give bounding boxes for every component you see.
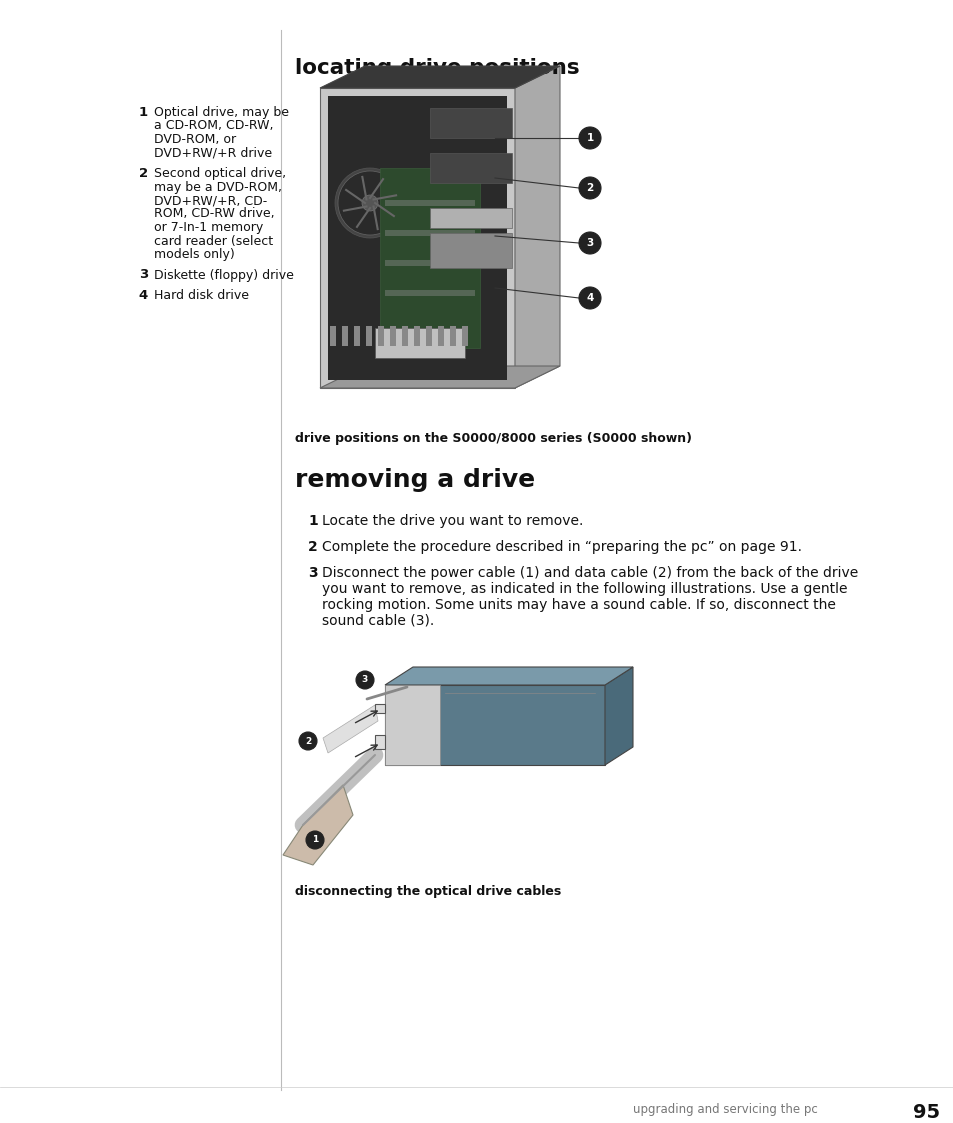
FancyBboxPatch shape [375, 734, 385, 749]
FancyBboxPatch shape [390, 326, 395, 346]
FancyBboxPatch shape [385, 200, 475, 206]
Text: may be a DVD-ROM,: may be a DVD-ROM, [153, 181, 282, 193]
FancyBboxPatch shape [375, 704, 385, 713]
Text: 3: 3 [308, 566, 317, 579]
Text: 1: 1 [586, 133, 593, 143]
Polygon shape [319, 88, 515, 389]
FancyBboxPatch shape [341, 326, 348, 346]
FancyBboxPatch shape [430, 108, 512, 138]
FancyBboxPatch shape [385, 290, 475, 296]
FancyBboxPatch shape [437, 326, 443, 346]
Text: 2: 2 [586, 183, 593, 193]
Text: Disconnect the power cable (1) and data cable (2) from the back of the drive: Disconnect the power cable (1) and data … [322, 566, 858, 579]
Text: upgrading and servicing the pc: upgrading and servicing the pc [633, 1103, 817, 1116]
Circle shape [361, 195, 377, 211]
Text: drive positions on the S0000/8000 series (S0000 shown): drive positions on the S0000/8000 series… [294, 432, 691, 445]
Text: 95: 95 [912, 1103, 939, 1122]
FancyBboxPatch shape [401, 326, 408, 346]
Text: Diskette (floppy) drive: Diskette (floppy) drive [153, 268, 294, 282]
Text: card reader (select: card reader (select [153, 235, 273, 247]
Polygon shape [604, 667, 633, 765]
FancyBboxPatch shape [379, 168, 479, 348]
Circle shape [578, 177, 600, 199]
FancyBboxPatch shape [328, 95, 506, 380]
Text: Complete the procedure described in “preparing the pc” on page 91.: Complete the procedure described in “pre… [322, 540, 801, 554]
FancyBboxPatch shape [430, 208, 512, 228]
Polygon shape [319, 366, 559, 389]
FancyBboxPatch shape [385, 685, 439, 765]
Text: Second optical drive,: Second optical drive, [153, 167, 286, 180]
Text: 1: 1 [312, 836, 317, 844]
FancyBboxPatch shape [430, 153, 512, 183]
FancyBboxPatch shape [426, 326, 432, 346]
FancyBboxPatch shape [366, 326, 372, 346]
Text: 2: 2 [308, 540, 317, 554]
Polygon shape [385, 667, 633, 685]
Text: 3: 3 [361, 676, 368, 685]
Text: a CD-ROM, CD-RW,: a CD-ROM, CD-RW, [153, 119, 274, 133]
FancyBboxPatch shape [375, 328, 464, 358]
Text: DVD-ROM, or: DVD-ROM, or [153, 133, 236, 146]
Text: 3: 3 [138, 268, 148, 282]
Circle shape [355, 672, 374, 690]
Text: 1: 1 [139, 106, 148, 119]
Circle shape [578, 232, 600, 254]
Text: or 7-In-1 memory: or 7-In-1 memory [153, 221, 263, 234]
Text: Hard disk drive: Hard disk drive [153, 289, 249, 302]
Polygon shape [283, 785, 353, 865]
Polygon shape [385, 685, 604, 765]
Text: Optical drive, may be: Optical drive, may be [153, 106, 289, 119]
Text: rocking motion. Some units may have a sound cable. If so, disconnect the: rocking motion. Some units may have a so… [322, 599, 835, 612]
Circle shape [578, 127, 600, 149]
Text: 4: 4 [138, 289, 148, 302]
Text: 3: 3 [586, 238, 593, 248]
Polygon shape [323, 705, 377, 754]
FancyBboxPatch shape [385, 261, 475, 266]
Text: DVD+RW/+R drive: DVD+RW/+R drive [153, 146, 272, 159]
Text: locating drive positions: locating drive positions [294, 58, 579, 77]
FancyBboxPatch shape [354, 326, 359, 346]
Text: 1: 1 [308, 514, 317, 528]
Text: disconnecting the optical drive cables: disconnecting the optical drive cables [294, 885, 560, 898]
Circle shape [335, 168, 405, 238]
FancyBboxPatch shape [461, 326, 468, 346]
Text: removing a drive: removing a drive [294, 468, 535, 492]
Circle shape [578, 287, 600, 309]
Circle shape [298, 732, 316, 750]
Circle shape [337, 171, 401, 235]
Text: DVD+RW/+R, CD-: DVD+RW/+R, CD- [153, 194, 267, 207]
Text: ROM, CD-RW drive,: ROM, CD-RW drive, [153, 208, 274, 220]
Text: 2: 2 [139, 167, 148, 180]
Text: 4: 4 [586, 293, 593, 303]
Text: you want to remove, as indicated in the following illustrations. Use a gentle: you want to remove, as indicated in the … [322, 582, 846, 596]
FancyBboxPatch shape [430, 232, 512, 268]
Circle shape [306, 831, 324, 849]
FancyBboxPatch shape [330, 326, 335, 346]
Text: Locate the drive you want to remove.: Locate the drive you want to remove. [322, 514, 583, 528]
Text: models only): models only) [153, 248, 234, 261]
Polygon shape [319, 66, 559, 88]
FancyBboxPatch shape [377, 326, 384, 346]
Text: sound cable (3).: sound cable (3). [322, 614, 434, 628]
FancyBboxPatch shape [385, 230, 475, 236]
FancyBboxPatch shape [414, 326, 419, 346]
FancyBboxPatch shape [450, 326, 456, 346]
Polygon shape [515, 66, 559, 389]
Text: 2: 2 [305, 737, 311, 746]
